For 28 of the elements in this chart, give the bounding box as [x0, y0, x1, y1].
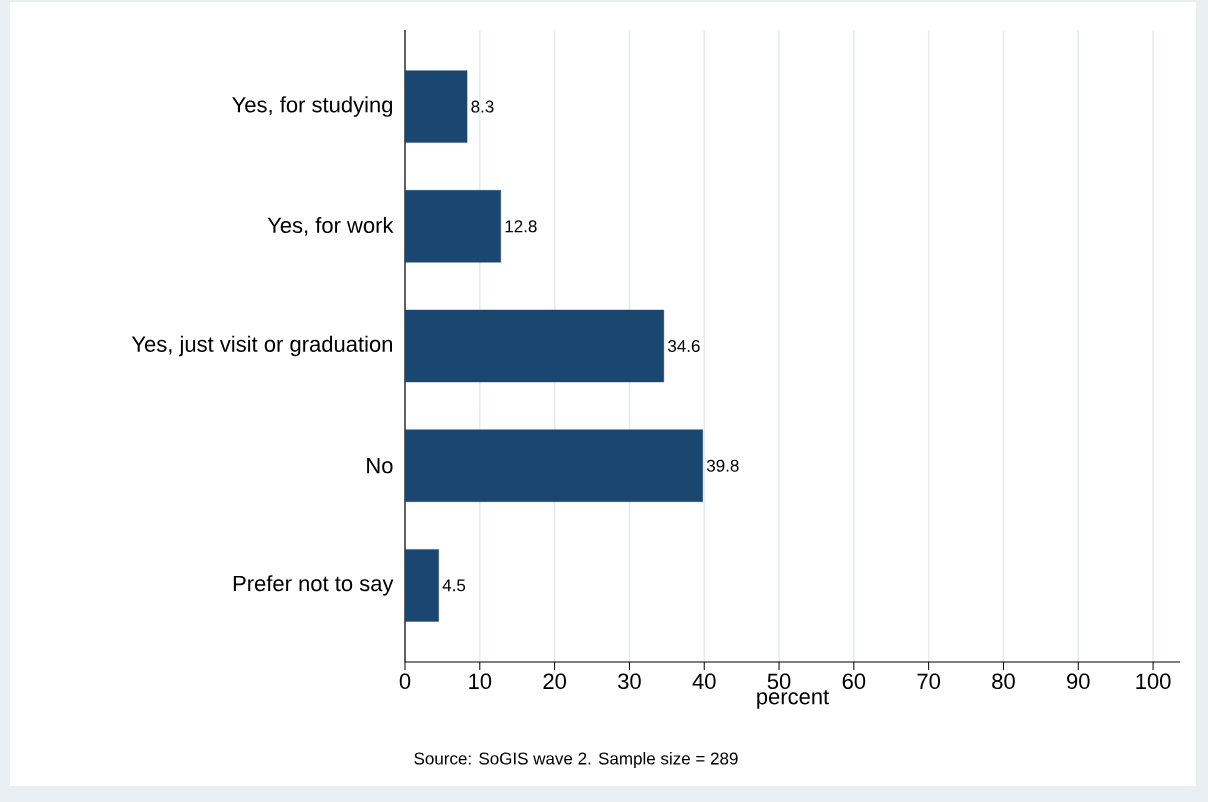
x-tick-label: 100: [1136, 673, 1171, 690]
bar: [405, 70, 468, 143]
source-note: Source: SoGIS wave 2. Sample size = 289: [414, 752, 738, 768]
data-label: 39.8: [706, 459, 739, 472]
bar: [405, 309, 665, 383]
y-tick-label: Prefer not to say: [233, 575, 394, 596]
data-label: 12.8: [505, 220, 537, 233]
data-label: 8.3: [471, 100, 494, 113]
x-tick-label: 90: [1067, 673, 1090, 690]
x-tick-label: 20: [543, 673, 566, 690]
x-tick-label: 60: [842, 673, 866, 690]
bar: [405, 549, 439, 622]
data-label: 4.5: [442, 579, 466, 592]
x-tick-label: 80: [992, 673, 1015, 690]
x-tick-label: 10: [469, 673, 492, 690]
bar: [405, 429, 703, 502]
x-tick-label: 50: [767, 673, 791, 690]
y-tick-label: No: [367, 458, 393, 474]
y-tick-label: Yes, for studying: [232, 96, 393, 117]
x-tick-label: 40: [692, 673, 716, 690]
y-tick-label: Yes, just visit or graduation: [131, 335, 392, 357]
data-label: 34.6: [668, 339, 700, 353]
bar: [405, 190, 501, 263]
x-tick-label: 70: [917, 673, 941, 690]
y-tick-label: Yes, for work: [267, 216, 394, 236]
x-axis-title: percent: [757, 689, 830, 709]
x-tick-label: 30: [618, 673, 641, 690]
x-tick-label: 0: [399, 673, 411, 690]
